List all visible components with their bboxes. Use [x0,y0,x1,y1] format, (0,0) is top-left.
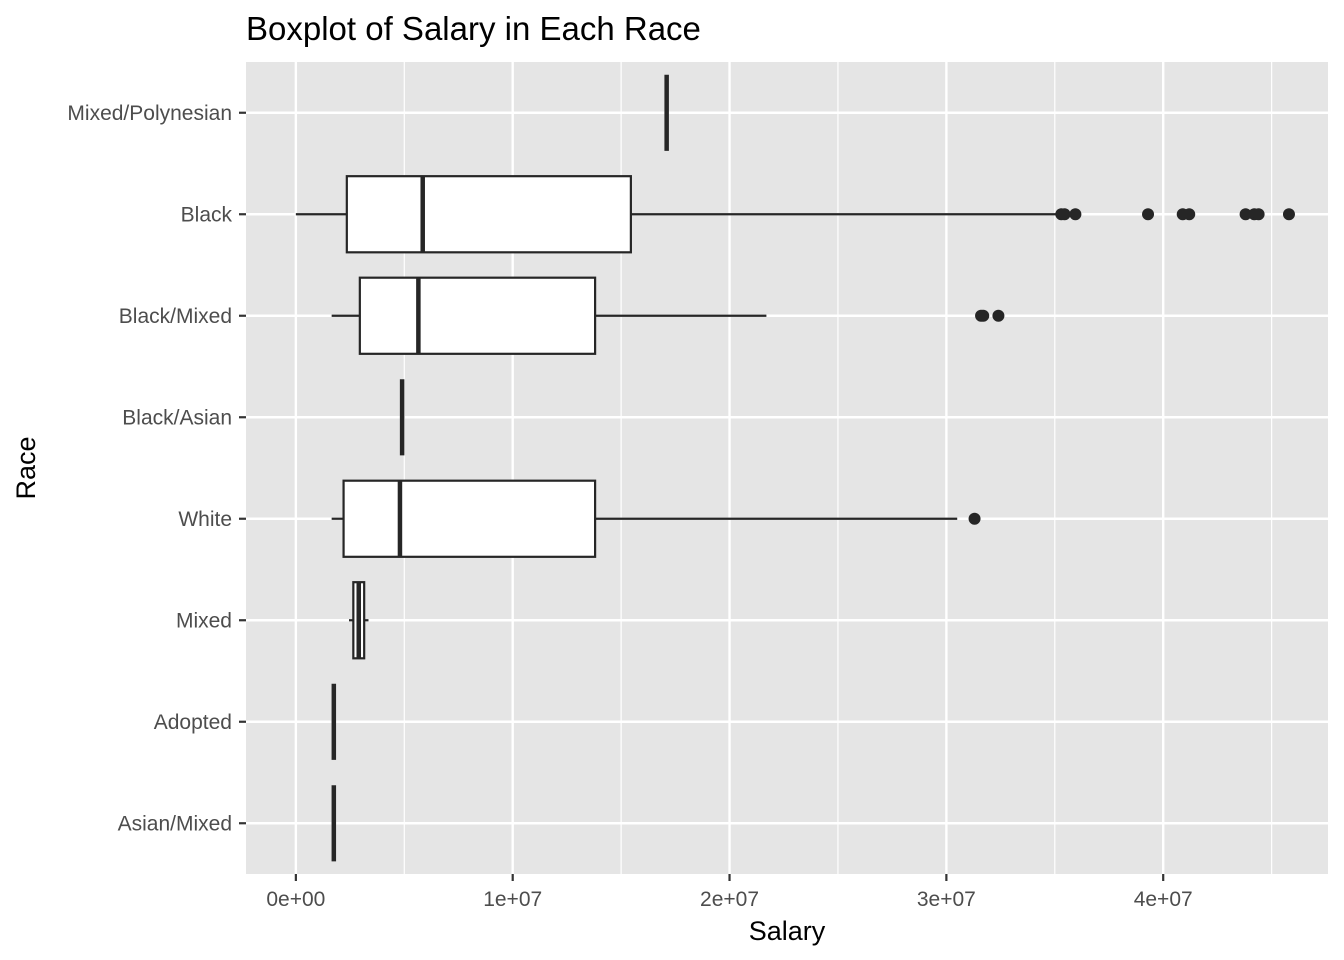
outlier-point [977,309,990,322]
outlier-point [1058,208,1071,221]
chart-title: Boxplot of Salary in Each Race [246,10,701,47]
y-tick-label: Black/Asian [122,406,232,429]
y-tick-label: Mixed [176,609,232,632]
box-mixed [348,581,369,660]
x-tick-label: 2e+07 [700,888,759,911]
box-white [331,479,981,558]
outlier-point [1252,208,1265,221]
outlier-point [992,309,1005,322]
y-tick-label: Asian/Mixed [118,812,232,835]
outlier-point [1142,208,1155,221]
x-axis-title: Salary [749,916,826,946]
y-axis-title: Race [11,436,41,499]
x-tick-label: 1e+07 [483,888,542,911]
boxes-layer [295,74,1295,862]
interquartile-box [358,276,597,355]
x-tick-label: 4e+07 [1134,888,1193,911]
outlier-point [968,512,981,525]
outlier-point [1239,208,1252,221]
x-tick-label: 0e+00 [266,888,325,911]
y-tick-label: White [178,508,232,531]
box-black-mixed [331,276,1005,355]
y-tick-label: Black [181,203,233,226]
outlier-point [1183,208,1196,221]
axes-layer: 0e+00 1e+07 2e+07 3e+07 4e+07 Mixed/Polynesia… [67,102,1192,911]
y-tick-label: Mixed/Polynesian [67,102,232,125]
box-black [295,175,1295,254]
interquartile-box [342,479,597,558]
y-tick-label: Adopted [154,711,232,734]
interquartile-box [345,175,632,254]
y-tick-label: Black/Mixed [119,305,232,328]
outlier-point [1282,208,1295,221]
x-tick-label: 3e+07 [917,888,976,911]
outlier-point [1069,208,1082,221]
